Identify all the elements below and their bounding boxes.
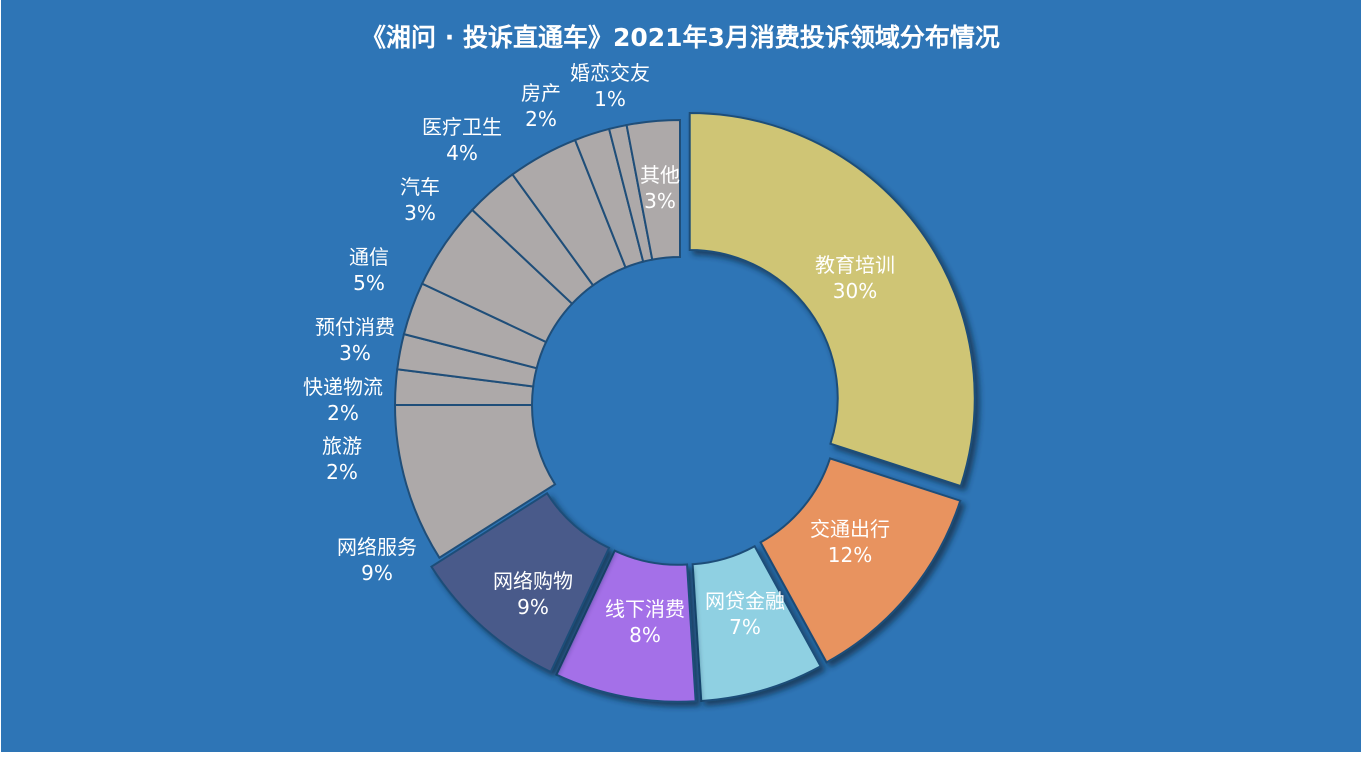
slice-value-0: 30% — [833, 279, 877, 303]
slice-value-12: 2% — [525, 107, 557, 131]
slice-value-7: 2% — [327, 401, 359, 425]
slice-value-5: 9% — [361, 561, 393, 585]
slice-value-1: 12% — [828, 543, 872, 567]
slice-label-5: 网络服务 — [337, 535, 417, 559]
slice-label-10: 汽车 — [400, 175, 440, 199]
slice-value-11: 4% — [446, 141, 478, 165]
chart-title: 《湘问 · 投诉直通车》2021年3月消费投诉领域分布情况 — [361, 23, 1000, 52]
slice-label-12: 房产 — [521, 81, 561, 105]
slice-3 — [555, 549, 697, 703]
slice-value-10: 3% — [404, 201, 436, 225]
slice-value-4: 9% — [517, 595, 549, 619]
slice-2 — [691, 544, 823, 703]
slice-4 — [430, 491, 611, 674]
slice-value-9: 5% — [353, 271, 385, 295]
slice-label-13: 婚恋交友 — [570, 61, 650, 85]
slice-label-2: 网贷金融 — [705, 589, 785, 613]
slice-value-2: 7% — [729, 615, 761, 639]
slice-label-0: 教育培训 — [815, 253, 895, 277]
slice-label-4: 网络购物 — [493, 569, 573, 593]
slice-label-14: 其他 — [640, 163, 680, 187]
slice-1 — [759, 457, 962, 664]
slice-0 — [688, 111, 976, 488]
slice-value-8: 3% — [339, 341, 371, 365]
slice-14 — [625, 118, 681, 261]
slice-value-6: 2% — [326, 460, 358, 484]
slice-value-3: 8% — [629, 623, 661, 647]
slice-label-6: 旅游 — [322, 434, 362, 458]
slice-value-14: 3% — [644, 189, 676, 213]
slice-value-13: 1% — [594, 87, 626, 111]
slice-label-8: 预付消费 — [315, 315, 395, 339]
slice-label-11: 医疗卫生 — [422, 115, 502, 139]
slice-label-1: 交通出行 — [810, 517, 890, 541]
slice-label-7: 快递物流 — [303, 375, 383, 399]
slice-label-3: 线下消费 — [605, 597, 685, 621]
slice-label-9: 通信 — [349, 245, 389, 269]
